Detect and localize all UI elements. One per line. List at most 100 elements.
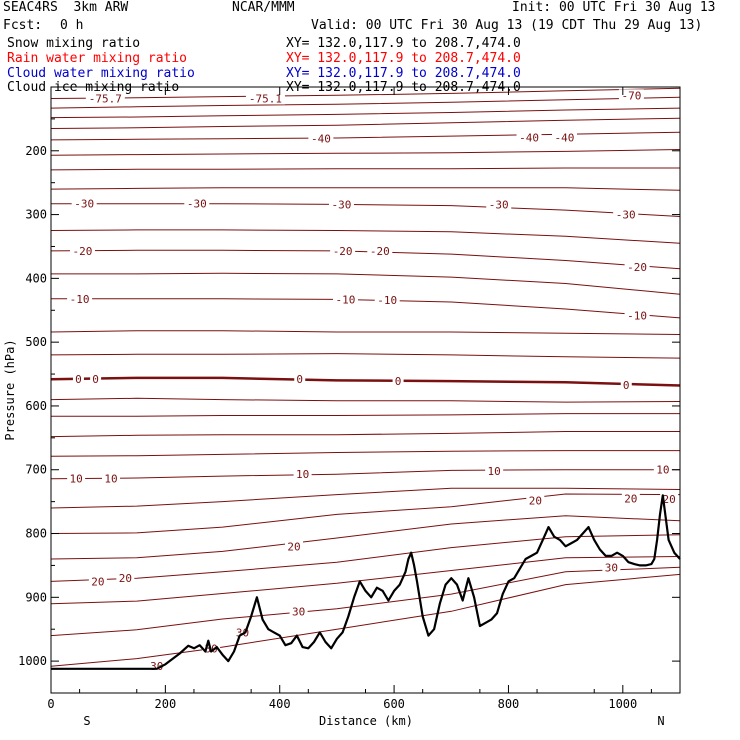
contour-label: -20 (73, 245, 93, 258)
x-tick-label: 0 (47, 697, 54, 711)
isotherm-line (50, 515, 681, 560)
y-tick-label: 600 (25, 399, 47, 413)
contour-label-bg (293, 468, 312, 481)
isotherm-line (50, 573, 681, 667)
field-xy-snow: XY= 132.0,117.9 to 208.7,474.0 (286, 36, 521, 51)
y-tick-label: 500 (25, 335, 47, 349)
contour-label-bg (613, 208, 639, 221)
contour-label-bg (71, 197, 97, 210)
isotherm-line (50, 450, 680, 457)
contour-label: 10 (488, 465, 501, 478)
isotherm-line (50, 330, 681, 335)
org-name: NCAR/MMM (232, 0, 295, 15)
contour-label: -40 (311, 133, 331, 146)
contour-label: 0 (623, 379, 630, 392)
isotherm-line (50, 469, 680, 480)
contour-label: -40 (555, 131, 575, 144)
isotherm-line (50, 131, 681, 141)
isotherm-line (50, 376, 681, 387)
contour-label: -10 (627, 309, 647, 322)
y-tick-label: 700 (25, 463, 47, 477)
x-axis-label: Distance (km) (319, 714, 413, 728)
x-axis-ticks: 0 200 400 600 800 1000 (47, 87, 652, 711)
field-name-rain: Rain water mixing ratio (7, 51, 188, 66)
contour-label: 20 (624, 492, 637, 505)
isotherm-line (50, 107, 681, 119)
contour-label-bg (392, 375, 404, 388)
contour-label-bg (653, 463, 672, 476)
isotherm-line (50, 167, 680, 171)
contour-label: -20 (333, 245, 353, 258)
contour-label: 20 (529, 494, 542, 507)
isotherm-line (50, 566, 681, 637)
contour-label-bg (526, 494, 545, 507)
isotherm-line (51, 298, 681, 319)
contour-label-bg (85, 92, 125, 105)
x-tick-label: 400 (269, 697, 291, 711)
x-tick-label: 1000 (608, 697, 637, 711)
y-tick-label: 900 (25, 590, 47, 604)
contour-label-bg (67, 292, 93, 305)
contour-label-bg (624, 260, 650, 273)
isotherm-line (50, 149, 681, 156)
contour-label: 0 (92, 373, 99, 386)
contour-label-bg (485, 465, 504, 478)
contour-label: -10 (336, 293, 356, 306)
contour-label: -30 (616, 209, 636, 222)
field-name-cloud-water: Cloud water mixing ratio (7, 66, 195, 81)
contour-label: 0 (395, 375, 402, 388)
isotherm-lines (50, 87, 681, 667)
contour-label: -20 (627, 261, 647, 274)
contour-label: 0 (296, 373, 303, 386)
y-axis-label: Pressure (hPa) (3, 339, 17, 440)
contour-label-bg (621, 492, 640, 505)
isotherm-line (50, 556, 681, 605)
contour-label: 20 (663, 493, 676, 506)
contour-label: 10 (296, 468, 309, 481)
contour-label: -20 (370, 245, 390, 258)
contour-label-bg (69, 244, 95, 257)
isotherm-line (51, 203, 681, 217)
contour-label: -75.1 (249, 92, 282, 105)
fcst-value: 0 h (60, 18, 84, 33)
isotherm-line (50, 493, 681, 534)
y-tick-label: 400 (25, 271, 47, 285)
contour-label: 10 (656, 464, 669, 477)
contour-labels: -75.7 -75.1 -70 -40 -40 -40 -30 -30 -30 -30 -30 -20… (67, 89, 679, 673)
contour-label-bg (67, 472, 86, 485)
contour-label-bg (116, 572, 135, 585)
isotherm-line (50, 187, 681, 191)
init-time: Init: 00 UTC Fri 30 Aug 13 (512, 0, 716, 15)
contour-label-bg (618, 89, 644, 102)
isotherm-line (50, 117, 681, 129)
terrain-line (51, 494, 681, 670)
y-tick-label: 800 (25, 527, 47, 541)
contour-label: -30 (332, 198, 352, 211)
x-tick-label: 800 (498, 697, 520, 711)
isotherm-line (50, 249, 681, 270)
contour-label-bg (90, 373, 102, 386)
contour-label-bg (328, 198, 354, 211)
isotherm-line (50, 229, 681, 244)
contour-label-bg (285, 540, 304, 553)
contour-label-bg (551, 131, 577, 144)
field-xy-cloud-water: XY= 132.0,117.9 to 208.7,474.0 (286, 66, 521, 81)
contour-label: 30 (605, 561, 618, 574)
contour-label: 0 (75, 373, 82, 386)
isotherm-line (50, 431, 680, 438)
contour-label-bg (245, 92, 285, 105)
contour-label-bg (88, 575, 107, 588)
isotherm-line (50, 96, 681, 109)
plot-frame (50, 86, 681, 694)
contour-label-bg (367, 244, 393, 257)
contour-label: 30 (150, 660, 163, 673)
field-name-snow: Snow mixing ratio (7, 36, 141, 51)
contour-label: -30 (74, 198, 94, 211)
contour-label-bg (294, 373, 306, 386)
contour-label-bg (308, 132, 334, 145)
valid-time: Valid: 00 UTC Fri 30 Aug 13 (19 CDT Thu … (311, 18, 703, 33)
contour-label-bg (620, 378, 632, 391)
contour-label: 20 (119, 572, 132, 585)
contour-label-bg (289, 605, 308, 618)
